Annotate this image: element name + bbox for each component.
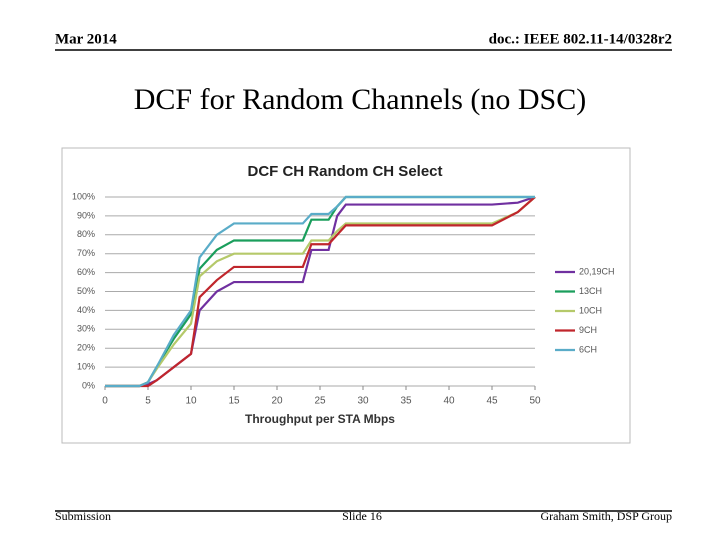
- y-tick-label: 100%: [72, 191, 95, 201]
- y-tick-label: 90%: [77, 210, 95, 220]
- legend-label: 20,19CH: [579, 266, 615, 276]
- y-tick-label: 20%: [77, 343, 95, 353]
- footer-center: Slide 16: [342, 509, 382, 523]
- series-line: [105, 195, 535, 388]
- y-tick-label: 40%: [77, 305, 95, 315]
- y-tick-label: 70%: [77, 248, 95, 258]
- footer-left: Submission: [55, 509, 111, 523]
- y-tick-label: 0%: [82, 380, 95, 390]
- x-tick-label: 50: [529, 396, 541, 407]
- footer-right: Graham Smith, DSP Group: [540, 509, 672, 523]
- x-tick-label: 45: [486, 396, 498, 407]
- y-tick-label: 80%: [77, 229, 95, 239]
- series-line: [105, 196, 536, 388]
- x-tick-label: 10: [185, 396, 197, 407]
- legend-label: 9CH: [579, 325, 597, 335]
- x-tick-label: 20: [271, 396, 283, 407]
- y-tick-label: 10%: [77, 361, 95, 371]
- x-axis-label: Throughput per STA Mbps: [245, 412, 395, 426]
- legend-label: 6CH: [579, 344, 597, 354]
- x-tick-label: 25: [314, 396, 326, 407]
- header-doc: doc.: IEEE 802.11-14/0328r2: [489, 31, 672, 47]
- x-tick-label: 35: [400, 396, 412, 407]
- header-date: Mar 2014: [55, 31, 117, 47]
- y-tick-label: 30%: [77, 324, 95, 334]
- series-line: [105, 196, 536, 388]
- x-tick-label: 30: [357, 396, 369, 407]
- legend-label: 13CH: [579, 286, 602, 296]
- y-tick-label: 50%: [77, 286, 95, 296]
- x-tick-label: 40: [443, 396, 455, 407]
- x-tick-label: 0: [102, 396, 108, 407]
- x-tick-label: 5: [145, 396, 151, 407]
- slide-title: DCF for Random Channels (no DSC): [134, 83, 587, 116]
- chart-title: DCF CH Random CH Select: [247, 163, 442, 180]
- x-tick-label: 15: [228, 396, 240, 407]
- y-tick-label: 60%: [77, 267, 95, 277]
- legend-label: 10CH: [579, 305, 602, 315]
